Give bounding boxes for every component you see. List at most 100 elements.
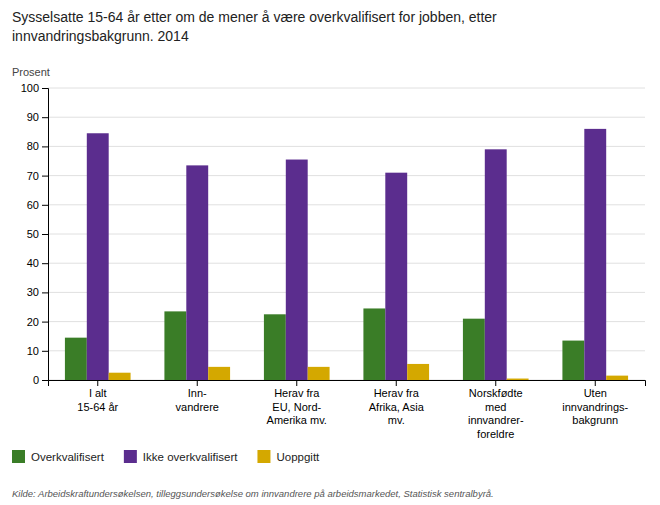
title: Sysselsatte 15-64 år etter om de mener å… xyxy=(12,9,497,44)
y-tick: 10 xyxy=(27,345,48,357)
bars xyxy=(65,129,628,380)
tick-label: 60 xyxy=(27,199,39,211)
tick-mark xyxy=(42,292,48,293)
chart: Sysselsatte 15-64 år etter om de mener å… xyxy=(0,0,660,505)
tick-label-line: Uten xyxy=(584,387,607,399)
tick-label-line: innvandrings- xyxy=(562,401,628,413)
series xyxy=(87,129,606,380)
x-tick: Herav fraEU, Nord-Amerika mv. xyxy=(267,380,327,426)
bar xyxy=(584,129,606,380)
y-axis-label: Prosent xyxy=(12,66,50,78)
legend-item: Ikke overkvalifisert xyxy=(124,450,238,463)
tick-label-line: foreldre xyxy=(477,428,514,440)
tick-label-line: med xyxy=(485,401,506,413)
grid-line xyxy=(48,234,645,235)
y-tick: 90 xyxy=(27,111,48,123)
tick-label: Norskfødtemedinnvandrer-foreldre xyxy=(468,387,524,440)
y-tick: 30 xyxy=(27,286,48,298)
axis-domain xyxy=(42,89,49,381)
legend-swatch xyxy=(124,450,137,463)
title-line: Sysselsatte 15-64 år etter om de mener å… xyxy=(12,9,497,25)
tick-label-line: Afrika, Asia xyxy=(369,401,425,413)
grid-line xyxy=(48,146,645,147)
tick-label: 100 xyxy=(21,82,39,94)
tick-mark xyxy=(595,380,596,386)
tick-label-line: Norskfødte xyxy=(469,387,523,399)
tick-label: 20 xyxy=(27,316,39,328)
tick-label: Inn-vandrere xyxy=(176,387,219,413)
tick-mark xyxy=(42,205,48,206)
tick-mark xyxy=(495,380,496,386)
tick-label: Herav fraAfrika, Asiamv. xyxy=(369,387,425,427)
grid-line xyxy=(48,175,645,176)
tick-label-line: Amerika mv. xyxy=(267,414,327,426)
bar xyxy=(264,314,286,380)
legend-swatch xyxy=(12,450,25,463)
tick-mark xyxy=(42,263,48,264)
bar xyxy=(208,367,230,380)
tick-label: Uten innvandrings-bakgrunn xyxy=(562,387,628,427)
tick-label: Herav fraEU, Nord-Amerika mv. xyxy=(267,387,327,427)
tick-mark xyxy=(42,234,48,235)
legend-item: Uoppgitt xyxy=(257,450,320,463)
tick-mark xyxy=(42,351,48,352)
tick-mark xyxy=(42,88,48,89)
bar xyxy=(562,341,584,380)
bar xyxy=(385,173,407,380)
tick-mark xyxy=(42,146,48,147)
grid-line xyxy=(48,321,645,322)
y-tick: 20 xyxy=(27,316,48,328)
bar xyxy=(87,133,109,380)
y-tick: 40 xyxy=(27,257,48,269)
tick-label: 70 xyxy=(27,170,39,182)
source: Kilde: Arbeidskraftundersøkelsen, tilleg… xyxy=(12,488,494,499)
x-tick: Norskfødtemedinnvandrer-foreldre xyxy=(468,380,524,440)
tick-label: 40 xyxy=(27,257,39,269)
bar xyxy=(186,165,208,380)
grid-line xyxy=(48,204,645,205)
tick-label-line: mv. xyxy=(388,414,405,426)
x-tick: I alt 15-64 år xyxy=(77,380,118,413)
legend-item: Overkvalifisert xyxy=(12,450,105,463)
x-tick: Inn-vandrere xyxy=(176,380,219,413)
bar xyxy=(507,379,529,380)
bar xyxy=(286,160,308,380)
series xyxy=(109,364,628,380)
bar xyxy=(363,308,385,380)
bar xyxy=(164,311,186,380)
legend-label: Uoppgitt xyxy=(276,451,320,463)
plot: 0102030405060708090100I alt15-64 årInn-v… xyxy=(21,82,646,440)
tick-label: I alt 15-64 år xyxy=(77,387,118,413)
tick-mark xyxy=(42,176,48,177)
x-tick: Uten innvandrings-bakgrunn xyxy=(562,380,628,426)
grid-line xyxy=(48,88,645,89)
y-tick: 50 xyxy=(27,228,48,240)
tick-mark xyxy=(296,380,297,386)
tick-mark xyxy=(396,380,397,386)
grid-line xyxy=(48,350,645,351)
tick-label-line: bakgrunn xyxy=(572,414,618,426)
grid-line xyxy=(48,117,645,118)
bar xyxy=(65,338,87,380)
grid-line xyxy=(48,263,645,264)
legend-label: Overkvalifisert xyxy=(31,451,105,463)
bar xyxy=(407,364,429,380)
tick-label-line: I alt xyxy=(89,387,107,399)
tick-label: 50 xyxy=(27,228,39,240)
tick-label: 30 xyxy=(27,286,39,298)
tick-mark xyxy=(42,322,48,323)
tick-mark xyxy=(42,380,48,381)
bar xyxy=(308,367,330,380)
legend-swatch xyxy=(257,450,270,463)
y-axis: 0102030405060708090100 xyxy=(21,82,49,386)
axis-domain xyxy=(49,381,646,387)
x-axis: I alt 15-64 år Inn-vandrere Herav fraEU, No… xyxy=(49,380,646,440)
bar xyxy=(463,319,485,380)
bar xyxy=(109,373,131,380)
y-tick: 100 xyxy=(21,82,48,94)
tick-label-line: 15-64 år xyxy=(77,401,118,413)
tick-label: 80 xyxy=(27,140,39,152)
x-tick: Herav fraAfrika, Asiamv. xyxy=(369,380,425,426)
grid xyxy=(48,88,645,380)
tick-label: 90 xyxy=(27,111,39,123)
